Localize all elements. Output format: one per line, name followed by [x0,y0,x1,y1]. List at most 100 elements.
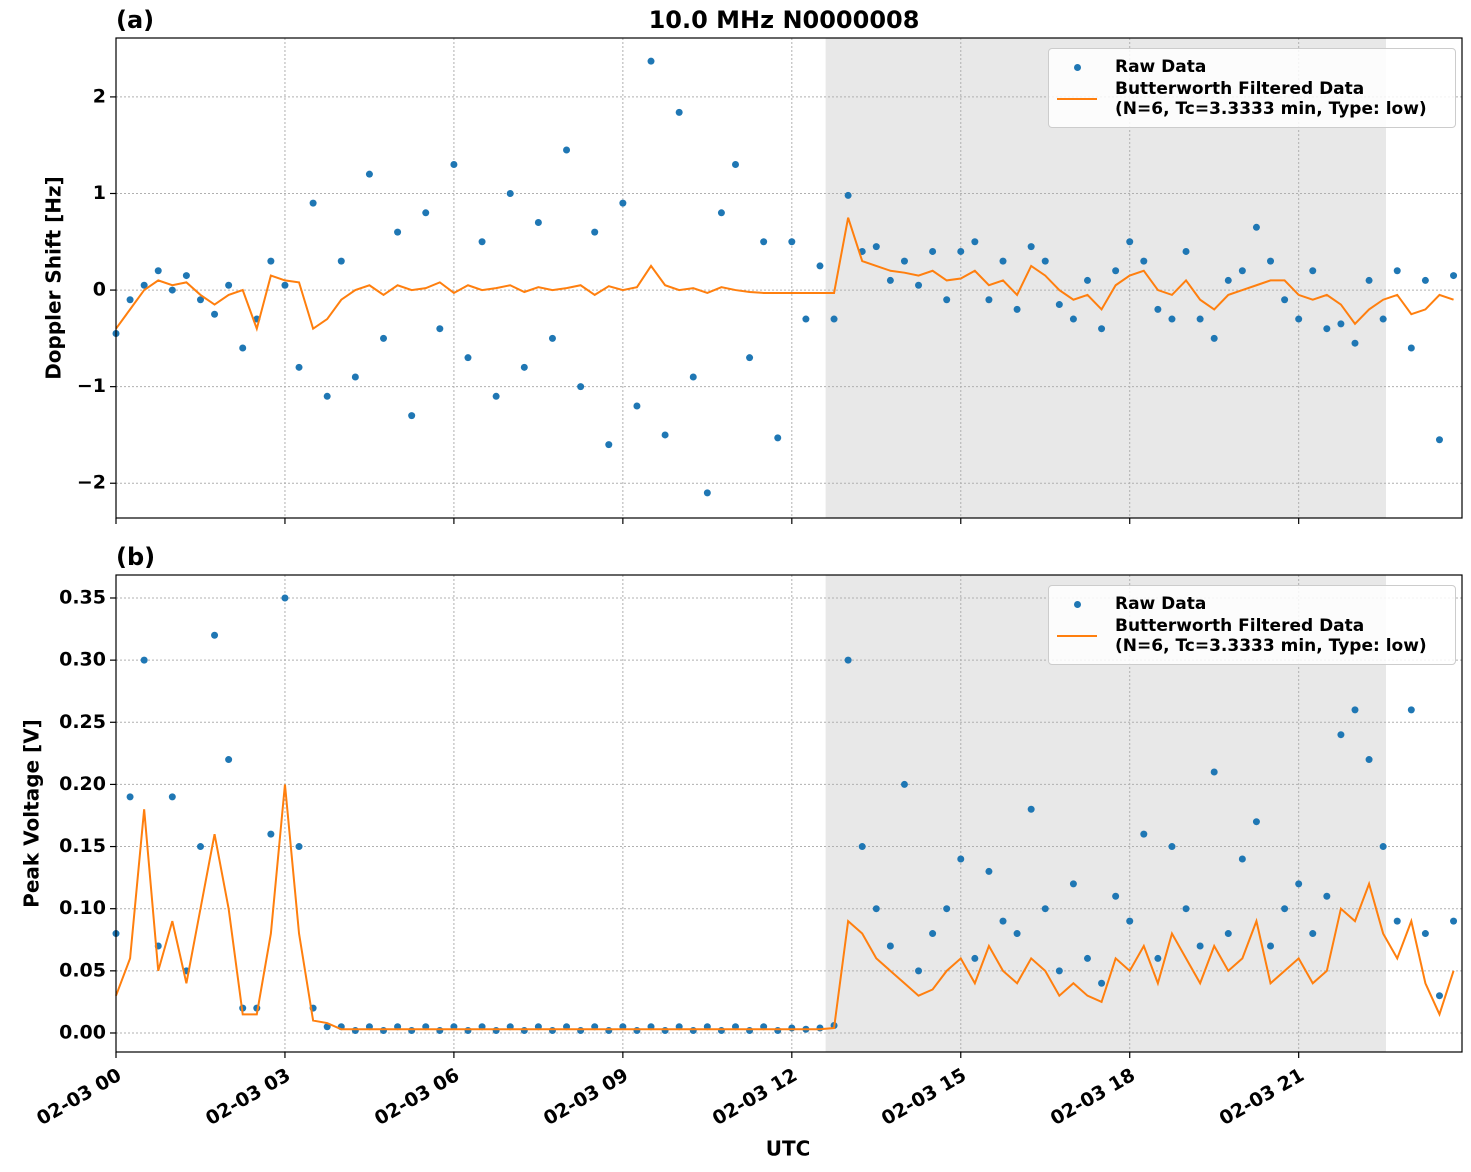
raw-point [1450,917,1458,925]
raw-point [168,793,176,801]
filtered-line [115,217,1454,333]
raw-point [985,296,993,304]
legend-line [1057,98,1097,100]
raw-point [408,1026,416,1034]
raw-point [717,209,725,217]
raw-point [267,257,275,265]
raw-point [929,930,937,938]
raw-point [1379,843,1387,851]
raw-point [1112,892,1120,900]
raw-point [746,354,754,362]
raw-point [1140,830,1148,838]
x-tick-label: 02-03 09 [540,1064,632,1130]
raw-point [943,296,951,304]
raw-point [591,228,599,236]
raw-point [774,434,782,442]
raw-point [886,942,894,950]
raw-point [1055,301,1063,309]
raw-point [1365,756,1373,764]
raw-point [577,1026,585,1034]
raw-point [548,334,556,342]
raw-point [1435,436,1443,444]
raw-point [844,656,852,664]
legend-marker [1074,601,1081,608]
y-tick-label: 0.05 [59,959,106,981]
legend-entry: Raw Data [1057,594,1447,614]
raw-point [1295,880,1303,888]
raw-point [1435,992,1443,1000]
plot-frame [115,574,1463,1053]
raw-point [1393,267,1401,275]
raw-point [633,402,641,410]
raw-point [999,917,1007,925]
legend-symbol [1057,594,1097,614]
raw-point [816,1024,824,1032]
raw-point [1450,272,1458,280]
raw-point [351,373,359,381]
raw-point [816,262,824,270]
raw-point [858,843,866,851]
raw-point [788,238,796,246]
raw-point [436,325,444,333]
raw-point [1421,930,1429,938]
raw-point [957,247,965,255]
raw-point [520,1026,528,1034]
raw-point [239,344,247,352]
raw-point [464,1026,472,1034]
raw-point [1154,305,1162,313]
raw-point [1323,325,1331,333]
y-tick-label: 0.25 [59,711,106,733]
y-tick-label: 2 [93,85,106,107]
y-tick-label: 0.15 [59,835,106,857]
raw-point [1041,257,1049,265]
raw-point [774,1026,782,1034]
legend-entry: Raw Data [1057,57,1447,77]
raw-point [1182,905,1190,913]
raw-point [844,191,852,199]
x-tick-label: 02-03 03 [202,1064,294,1130]
raw-point [1098,979,1106,987]
y-tick-label: 0.35 [59,586,106,608]
raw-point [661,1026,669,1034]
raw-point [196,843,204,851]
raw-point [1267,942,1275,950]
raw-point [1252,818,1260,826]
raw-point [450,161,458,169]
raw-point [1337,320,1345,328]
raw-point [760,238,768,246]
raw-point [267,830,275,838]
legend-symbol [1057,57,1097,77]
chart-title: 10.0 MHz N0000008 [649,6,920,34]
raw-point [1224,930,1232,938]
raw-point [1069,315,1077,323]
raw-point [1098,325,1106,333]
raw-point [900,257,908,265]
raw-point [675,108,683,116]
raw-point [1379,315,1387,323]
raw-point [1013,305,1021,313]
raw-point [1168,315,1176,323]
raw-point [1027,805,1035,813]
filtered-line [115,784,1455,1031]
raw-point [1210,334,1218,342]
raw-point [295,843,303,851]
raw-point [492,392,500,400]
raw-point [1309,267,1317,275]
raw-point [703,489,711,497]
raw-point [619,199,627,207]
raw-point [943,905,951,913]
raw-point [802,315,810,323]
x-tick-label: 02-03 00 [33,1064,125,1130]
raw-point [689,1026,697,1034]
raw-point [380,334,388,342]
x-tick-label: 02-03 06 [371,1064,463,1130]
raw-point [323,1023,331,1031]
raw-point [1140,257,1148,265]
raw-point [1112,267,1120,275]
y-tick-label: 0.10 [59,897,106,919]
raw-point [1055,967,1063,975]
y-tick-label: 1 [93,182,106,204]
raw-point [520,363,528,371]
raw-point [1309,930,1317,938]
raw-point [436,1026,444,1034]
